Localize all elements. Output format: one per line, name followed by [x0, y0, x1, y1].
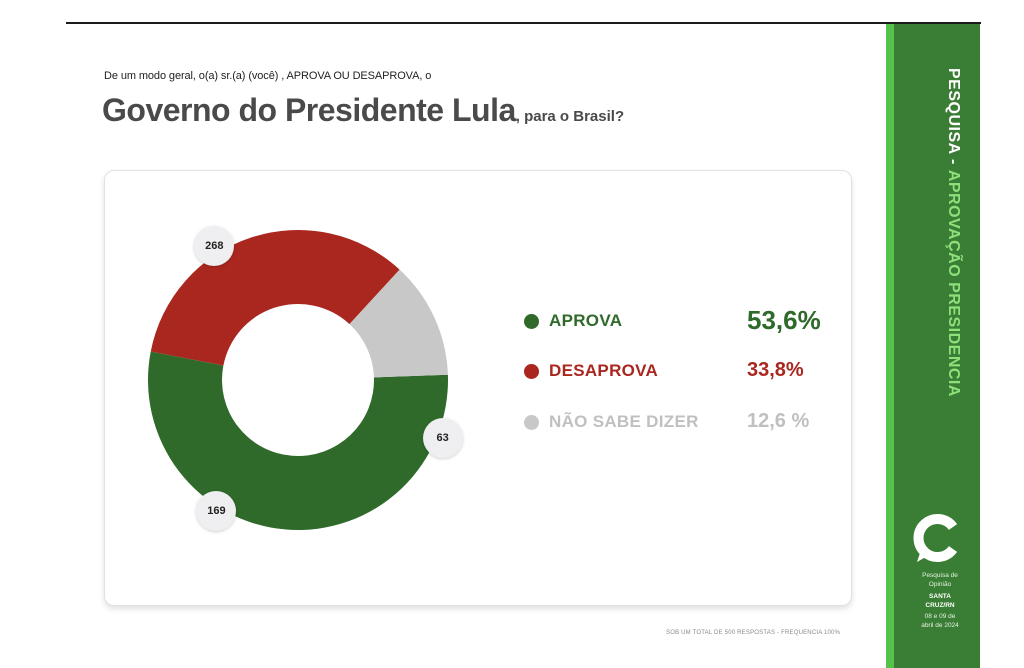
count-bubble: 63: [422, 418, 463, 459]
count-bubble: 268: [194, 226, 235, 266]
legend-percent: 53,6%: [747, 305, 821, 335]
sidebar-line1: Pesquisa de: [922, 572, 958, 579]
legend-item: DESAPROVA: [524, 359, 658, 383]
sidebar-accent-stripe: [886, 24, 894, 668]
sidebar-city2: CRUZ/RN: [925, 602, 955, 609]
survey-question: De um modo geral, o(a) sr.(a) (você) , A…: [104, 70, 432, 82]
donut-slice-aprova: [147, 351, 448, 530]
legend-label: DESAPROVA: [549, 361, 659, 380]
sidebar-city1: SANTA: [929, 593, 951, 600]
legend-label: NÃO SABE DIZER: [549, 412, 699, 431]
sidebar-title-green: APROVAÇÃO PRESIDENCIA: [945, 169, 962, 397]
legend-percent: 33,8%: [747, 359, 804, 381]
sidebar-line2: Opinião: [928, 581, 952, 588]
sidebar-date2: abril de 2024: [921, 622, 959, 629]
legend-item: NÃO SABE DIZER: [524, 410, 699, 434]
title-main: Governo do Presidente Lula: [102, 92, 516, 128]
title-rest: , para o Brasil?: [515, 108, 625, 125]
legend-dot-icon: [524, 414, 539, 430]
legend-label: APROVA: [549, 311, 623, 330]
sidebar-date1: 08 e 09 de: [924, 613, 956, 620]
donut-slice-desaprova: [150, 229, 400, 366]
sidebar-title-white: PESQUISA -: [945, 68, 962, 170]
donut-slice-n-o-sabe-dizer: [349, 269, 448, 378]
brand-logo-icon: [913, 514, 958, 562]
page-title: Governo do Presidente Lula, para o Brasi…: [102, 92, 624, 129]
legend-dot-icon: [524, 313, 539, 329]
sidebar-title: PESQUISA - APROVAÇÃO PRESIDENCIA: [944, 68, 962, 397]
legend-item: APROVA: [524, 309, 622, 333]
footnote: SOB UM TOTAL DE 500 RESPOSTAS - FREQUENC…: [666, 630, 841, 636]
legend-percent: 12,6 %: [747, 410, 810, 432]
count-bubble: 169: [196, 490, 237, 531]
top-rule: [66, 22, 981, 24]
legend-dot-icon: [524, 363, 539, 379]
